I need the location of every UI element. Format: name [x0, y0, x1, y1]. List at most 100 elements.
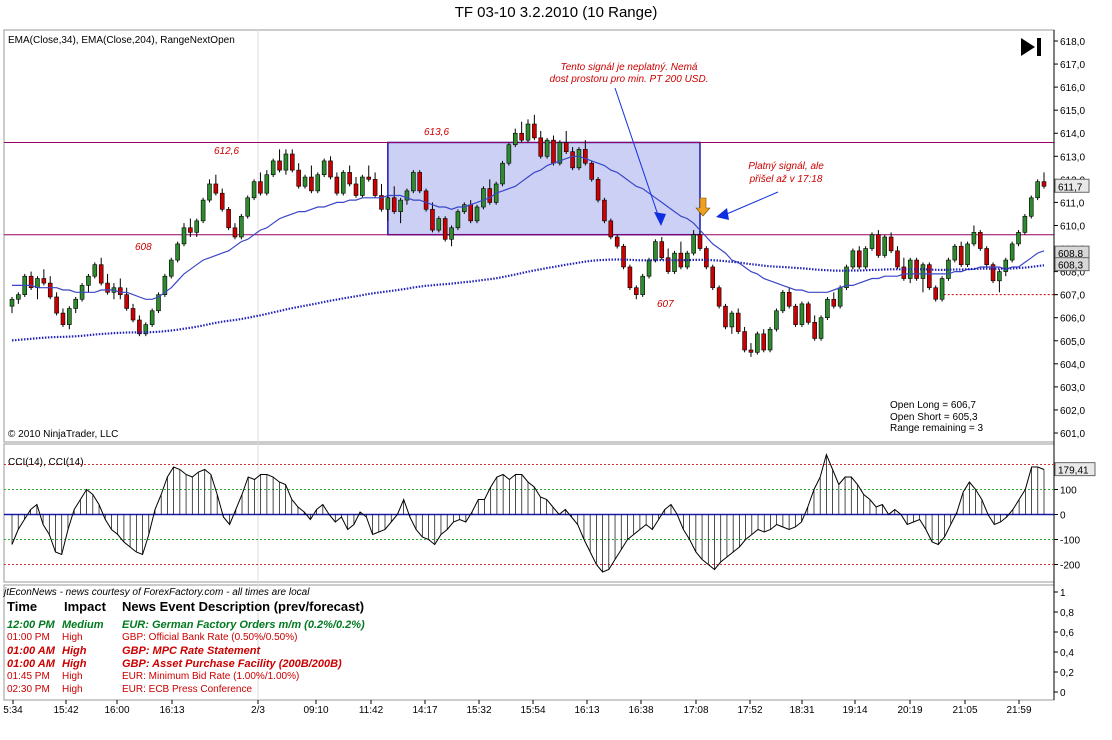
candle: [417, 170, 422, 194]
candle-down-body: [704, 248, 709, 268]
candle-up-body: [1016, 232, 1021, 245]
candle-up-body: [939, 278, 945, 300]
ema-lines: [11, 155, 1045, 342]
candle: [1041, 172, 1047, 189]
candle: [1003, 257, 1009, 277]
candle-up-body: [474, 206, 480, 222]
indicators-label: EMA(Close,34), EMA(Close,204), RangeNext…: [8, 35, 235, 46]
candle: [328, 156, 333, 180]
candle: [653, 239, 658, 263]
news-impact: High: [62, 658, 87, 670]
candle: [895, 246, 900, 270]
price-tick-label: 611,0: [1060, 198, 1085, 209]
cci-tick-label: -100: [1060, 536, 1080, 547]
price-tick-label: 610,0: [1060, 221, 1085, 232]
candle-down-body: [60, 312, 66, 325]
candle-up-body: [952, 245, 958, 261]
candle: [181, 223, 187, 247]
candle-down-body: [309, 176, 314, 192]
price-marker-label: 608,3: [1058, 261, 1083, 272]
price-tick-label: 618,0: [1060, 37, 1085, 48]
candle-down-body: [347, 172, 352, 185]
candle: [130, 303, 136, 323]
candle-up-body: [640, 275, 645, 295]
candle-up-body: [646, 259, 652, 277]
candle: [226, 207, 231, 231]
news-header-description: News Event Description (prev/forecast): [122, 599, 365, 614]
candle-down-body: [372, 179, 378, 196]
candle-up-body: [162, 275, 168, 295]
candle: [697, 230, 703, 251]
candle-down-body: [219, 192, 225, 210]
candle-up-body: [1009, 243, 1015, 261]
play-pause-icon[interactable]: [1021, 38, 1041, 56]
candle: [232, 223, 238, 240]
candle-down-body: [583, 149, 588, 164]
candle: [519, 121, 524, 143]
candle: [16, 292, 21, 304]
news-row: 01:00 PM High GBP: Official Bank Rate (0.5…: [4, 632, 1044, 645]
news-header-impact: Impact: [64, 599, 106, 614]
candle: [767, 326, 773, 353]
candle-up-body: [512, 132, 518, 146]
candle-up-body: [837, 287, 843, 307]
candle-down-body: [258, 181, 263, 194]
candle-down-body: [41, 278, 47, 284]
candle: [290, 149, 295, 173]
candle-down-body: [614, 236, 620, 247]
candle: [302, 174, 308, 189]
candle: [423, 188, 429, 212]
candle: [978, 230, 983, 251]
candle-down-body: [28, 275, 34, 289]
candle: [334, 172, 340, 196]
candle: [372, 172, 378, 198]
candle-up-body: [780, 292, 786, 312]
candle-up-body: [181, 227, 187, 245]
price-tick-label: 616,0: [1060, 83, 1085, 94]
candle-down-body: [328, 160, 333, 178]
price-tick-label: 608,0: [1060, 268, 1085, 279]
candle-down-body: [742, 331, 747, 351]
candle: [774, 308, 779, 332]
candle: [353, 177, 359, 198]
candle-up-body: [672, 252, 677, 272]
invalid-signal-arrow-line: [614, 87, 660, 219]
time-tick-label: 15:32: [466, 705, 491, 716]
candle: [60, 308, 66, 327]
candle: [691, 230, 696, 256]
news-row: 12:00 PM Medium EUR: German Factory Orders…: [4, 619, 1044, 632]
candle: [812, 315, 817, 341]
candle-up-body: [863, 248, 868, 268]
news-impact: High: [62, 632, 83, 643]
candle-down-body: [391, 197, 397, 212]
news-time: 02:30 PM: [7, 684, 50, 695]
candle: [73, 296, 78, 314]
time-tick-label: 20:19: [897, 705, 922, 716]
candle-up-body: [869, 234, 875, 249]
candle: [168, 257, 174, 279]
candle-up-body: [92, 264, 98, 277]
cci-tick-label: 0: [1060, 511, 1066, 522]
time-tick-label: 16:38: [628, 705, 653, 716]
candle-down-body: [430, 209, 435, 231]
candle: [436, 216, 442, 233]
cci-label: CCI(14), CCI(14): [8, 457, 84, 468]
candle: [583, 140, 588, 166]
price-tick-label: 613,0: [1060, 152, 1085, 163]
candle-down-body: [468, 204, 473, 222]
ema34-line: [12, 155, 1045, 300]
candle: [500, 160, 505, 187]
candle: [92, 262, 98, 279]
candle-down-body: [793, 305, 798, 325]
candle-down-body: [366, 176, 372, 180]
candle: [474, 204, 480, 224]
price-tick-label: 605,0: [1060, 337, 1085, 348]
candle-up-body: [67, 308, 72, 325]
candle-down-body: [876, 234, 881, 256]
candle: [538, 130, 544, 159]
news-tick-label: 0,2: [1060, 668, 1074, 679]
candle-up-body: [882, 236, 888, 256]
candle: [194, 218, 200, 237]
candle-down-body: [353, 183, 359, 196]
candle-down-body: [856, 250, 862, 268]
